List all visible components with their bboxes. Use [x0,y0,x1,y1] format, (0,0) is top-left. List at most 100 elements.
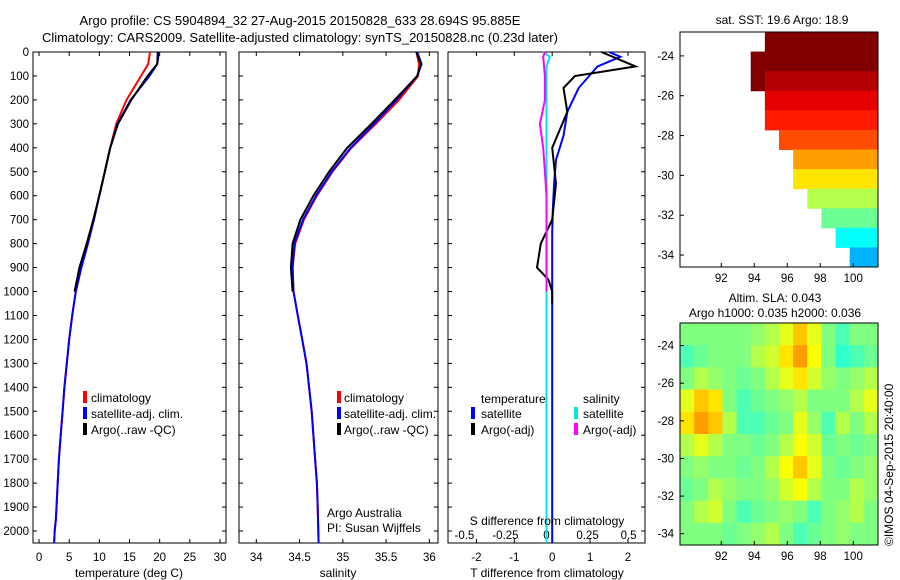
salinity-legend-swatch-argo [337,423,341,435]
map-y-tick-label: -30 [657,453,674,465]
sst-map-frame [679,31,879,268]
map-cell [708,345,723,368]
x-tick-label: 34.5 [288,552,310,564]
map-x-tick-label: 94 [748,551,761,563]
difference-legend-swatch-sal-satellite [574,407,578,419]
map-cell [807,110,822,131]
map-cell [722,323,738,346]
depth-tick-label: 600 [10,191,29,203]
difference-legend-swatch-temp-argo [471,423,475,435]
salinity-panel-frame [238,51,439,544]
map-cell [779,434,794,457]
map-cell [863,323,879,346]
map-cell [807,434,822,457]
depth-tick-label: 100 [10,71,29,83]
map-cell [821,456,837,479]
map-cell [807,500,822,524]
salinity-legend-swatch-climatology [337,391,341,403]
map-cell [821,90,837,111]
map-cell [793,367,808,391]
salinity-diff-tick-label: 0.25 [576,530,598,542]
map-cell [750,367,766,391]
salinity-series [289,51,423,544]
map-x-tick-label: 96 [781,551,794,563]
difference-xlabel: T difference from climatology [470,566,624,580]
map-cell [680,434,695,457]
salinity-legend: climatology satellite-adj. clim. Argo(..… [337,391,436,437]
series-line-salinity-argo-adj- [538,51,548,292]
map-cell [821,51,837,72]
map-cell [793,434,808,457]
map-cell [849,367,865,391]
difference-legend: temperature salinity satellite Argo(-adj… [471,392,636,437]
map-cell [793,411,808,435]
map-y-tick-label: -26 [657,91,674,103]
temperature-series [53,51,161,544]
x-tick-label: 5 [66,552,72,564]
map-cell [764,32,780,53]
sst-map-cells [750,32,879,268]
map-cell [849,247,865,268]
map-cell [680,500,695,524]
map-cell [835,71,851,92]
map-cell [764,389,780,413]
map-cell [764,434,780,457]
salinity-legend-satellite: satellite-adj. clim. [344,407,436,421]
depth-tick-label: 500 [10,167,29,179]
map-cell [722,456,738,479]
map-cell [849,32,865,53]
map-y-tick-label: -34 [657,529,674,541]
map-cell [863,71,879,92]
map-cell [793,129,808,150]
map-cell [736,500,752,524]
salinity-annotation-pi: PI: Susan Wijffels [327,521,421,535]
x-tick-label: 0 [36,552,42,564]
map-y-tick-label: -32 [657,210,674,222]
map-cell [764,345,780,368]
map-cell [807,188,822,209]
map-cell [750,456,766,479]
map-cell [680,345,695,368]
map-cell [863,247,879,268]
map-cell [708,456,723,479]
x-tick-label: 25 [183,552,196,564]
map-cell [849,149,865,170]
map-cell [779,411,794,435]
map-cell [821,129,837,150]
map-cell [722,367,738,391]
map-cell [793,110,808,131]
depth-tick-label: 1000 [3,287,29,299]
depth-tick-label: 2000 [3,526,29,538]
map-cell [835,389,851,413]
map-cell [750,71,766,92]
map-cell [708,500,723,524]
altimetry-map-title: Altim. SLA: 0.043 [729,291,822,305]
map-cell [807,478,822,502]
depth-axis: 0 100 200 300 400 500 600 700 800 900 1000 1100 1200… [3,47,226,538]
altimetry-map-axes: 92 94 96 98 100 -24 -26 -28 -30 -32 -34 [657,341,862,563]
map-cell [863,90,879,111]
map-cell [835,32,851,53]
map-cell [779,51,794,72]
map-cell [821,110,837,131]
map-cell [722,411,738,435]
map-cell [750,411,766,435]
map-cell [793,169,808,190]
map-cell [849,71,865,92]
map-cell [779,32,794,53]
map-cell [793,323,808,346]
map-cell [694,456,709,479]
map-cell [835,90,851,111]
map-cell [849,227,865,248]
map-cell [849,434,865,457]
map-cell [736,434,752,457]
map-cell [807,323,822,346]
map-cell [835,434,851,457]
x-tick-label: 10 [93,552,106,564]
map-cell [694,434,709,457]
depth-tick-label: 1100 [4,310,29,322]
map-cell [736,345,752,368]
map-cell [708,434,723,457]
map-cell [764,51,780,72]
map-cell [849,208,865,229]
